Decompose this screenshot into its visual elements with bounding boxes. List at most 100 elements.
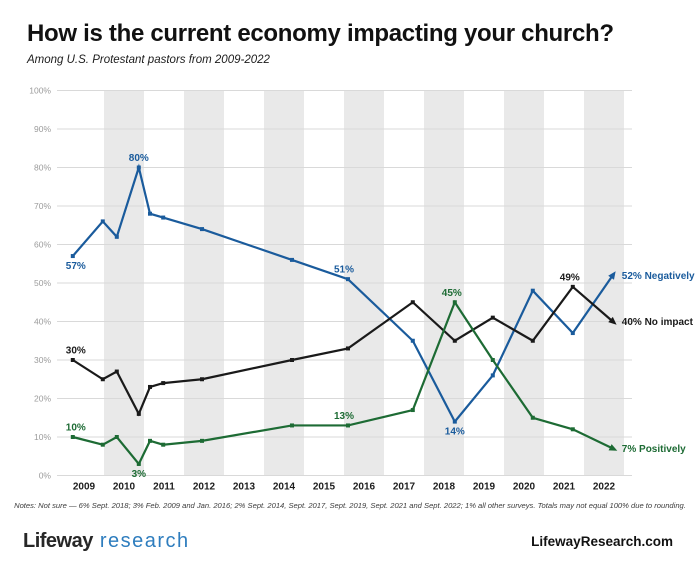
- series-end-label: 40% No impact: [622, 317, 694, 328]
- y-tick-0%: 0%: [39, 471, 52, 481]
- line-chart: 0%10%20%30%40%50%60%70%80%90%100% 2009 20…: [29, 86, 695, 493]
- x-tick-2012: 2012: [193, 482, 216, 493]
- data-point: [452, 300, 457, 305]
- x-tick-2011: 2011: [153, 482, 175, 493]
- data-labels: 57% 80% 51% 14% 52% Negatively 30% 49% 40% No i…: [66, 153, 695, 480]
- data-point: [452, 419, 457, 424]
- data-point: [161, 442, 166, 447]
- series-end-label: 52% Negatively: [622, 271, 695, 282]
- data-point: [452, 338, 457, 343]
- y-axis-labels: 0% 10% 20% 30% 40% 50% 60% 70% 80% 90% 100%: [29, 86, 51, 481]
- series-no-impact: [70, 284, 617, 417]
- logo-lifeway-text: Lifeway: [23, 530, 93, 552]
- data-point: [136, 165, 141, 170]
- x-axis-labels: 2009 2010 2011 2012 2013 2014 2015 2016 2017 2018…: [73, 482, 616, 493]
- data-point: [200, 438, 204, 443]
- data-point: [161, 381, 166, 386]
- data-point: [290, 423, 294, 428]
- page-title: How is the current economy impacting you…: [27, 20, 614, 47]
- y-tick-20%: 20%: [34, 394, 51, 404]
- logo-research-text: research: [99, 530, 190, 552]
- x-tick-2022: 2022: [593, 482, 616, 493]
- series-end-arrow-icon: [608, 271, 616, 280]
- y-tick-30%: 30%: [34, 355, 51, 365]
- data-point: [70, 358, 75, 362]
- y-tick-100%: 100%: [29, 86, 51, 96]
- data-point: [114, 435, 119, 439]
- point-label: 57%: [66, 261, 86, 272]
- data-point: [100, 219, 105, 224]
- x-tick-2017: 2017: [393, 482, 416, 493]
- data-point: [570, 427, 575, 432]
- data-point: [410, 300, 415, 305]
- point-label: 14%: [445, 427, 465, 438]
- point-label: 49%: [560, 272, 580, 283]
- series-lines: [70, 163, 618, 466]
- data-point: [136, 461, 141, 466]
- x-tick-2016: 2016: [353, 482, 376, 493]
- data-point: [570, 331, 575, 336]
- series-end-arrow-icon: [608, 316, 617, 325]
- point-label: 3%: [132, 469, 147, 480]
- y-tick-40%: 40%: [34, 317, 51, 327]
- data-point: [530, 415, 535, 420]
- point-label: 10%: [66, 423, 86, 434]
- x-tick-2019: 2019: [473, 482, 496, 493]
- x-tick-2020: 2020: [513, 482, 536, 493]
- series-end-label: 7% Positively: [622, 444, 686, 455]
- x-tick-2014: 2014: [273, 482, 296, 493]
- point-label: 30%: [66, 346, 86, 357]
- point-label: 51%: [334, 265, 354, 276]
- y-tick-70%: 70%: [34, 201, 51, 211]
- website-url: LifewayResearch.com: [531, 534, 673, 549]
- data-point: [200, 227, 204, 232]
- data-point: [70, 435, 75, 439]
- data-point: [410, 338, 415, 343]
- point-label: 80%: [129, 153, 149, 164]
- y-tick-90%: 90%: [34, 124, 51, 134]
- data-point: [161, 215, 166, 220]
- series-positively: [70, 299, 618, 466]
- x-tick-2010: 2010: [113, 482, 136, 493]
- data-point: [490, 315, 495, 320]
- series-end-arrow-icon: [608, 444, 618, 451]
- data-point: [346, 423, 350, 428]
- data-point: [100, 377, 105, 382]
- x-tick-2015: 2015: [313, 482, 336, 493]
- data-point: [114, 369, 119, 374]
- data-point: [290, 358, 294, 362]
- x-tick-2013: 2013: [233, 482, 256, 493]
- data-point: [490, 358, 495, 362]
- data-point: [490, 373, 495, 378]
- data-point: [290, 257, 294, 262]
- y-tick-80%: 80%: [34, 163, 51, 173]
- x-tick-2009: 2009: [73, 482, 96, 493]
- data-point: [114, 234, 119, 239]
- data-point: [148, 384, 152, 389]
- lifeway-research-logo: Lifeway research: [23, 530, 190, 553]
- series-negatively: [70, 163, 616, 424]
- data-point: [410, 408, 415, 413]
- data-point: [570, 284, 575, 289]
- data-point: [346, 346, 350, 351]
- data-point: [200, 377, 204, 382]
- y-tick-60%: 60%: [34, 240, 51, 250]
- data-point: [346, 277, 350, 282]
- data-point: [148, 438, 152, 443]
- point-label: 45%: [442, 288, 462, 299]
- x-tick-2018: 2018: [433, 482, 456, 493]
- y-tick-50%: 50%: [34, 278, 51, 288]
- chart-notes: Notes: Not sure — 6% Sept. 2018; 3% Feb.…: [14, 501, 686, 510]
- gridlines: [57, 90, 632, 476]
- page-subtitle: Among U.S. Protestant pastors from 2009-…: [27, 54, 270, 66]
- point-label: 13%: [334, 411, 354, 422]
- data-point: [148, 211, 152, 216]
- data-point: [70, 254, 75, 259]
- data-point: [530, 288, 535, 293]
- data-point: [530, 338, 535, 343]
- y-tick-10%: 10%: [34, 432, 51, 442]
- data-point: [100, 442, 105, 447]
- x-tick-2021: 2021: [553, 482, 576, 493]
- data-point: [136, 411, 141, 416]
